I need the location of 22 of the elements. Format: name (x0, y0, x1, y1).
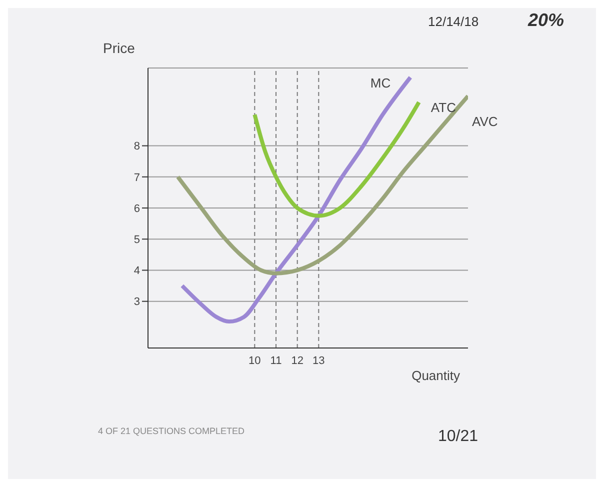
y-tick-label: 8 (134, 140, 140, 153)
x-tick-label: 13 (312, 354, 325, 367)
x-axis-title: Quantity (412, 368, 460, 383)
y-tick-label: 3 (134, 296, 140, 308)
line-series (252, 100, 421, 218)
series-label: AVC (472, 114, 498, 129)
series-label: MC (370, 75, 391, 90)
y-tick-label: 4 (134, 265, 140, 278)
line-series (180, 75, 412, 324)
y-tick-label: 5 (134, 234, 140, 246)
text: 10/21 (438, 428, 478, 446)
y-axis-title: Price (103, 40, 136, 56)
text: 4 OF 21 QUESTIONS COMPLETED (98, 426, 245, 436)
x-tick-label: 10 (248, 354, 261, 367)
x-tick-label: 12 (291, 354, 304, 367)
line-series (176, 94, 468, 276)
series-label: ATC (430, 100, 456, 116)
text: 12/14/18 (428, 14, 479, 29)
y-tick-label: 7 (134, 172, 140, 184)
y-tick-label: 6 (134, 202, 140, 215)
text: 20% (528, 10, 564, 31)
x-tick-label: 11 (270, 354, 282, 367)
